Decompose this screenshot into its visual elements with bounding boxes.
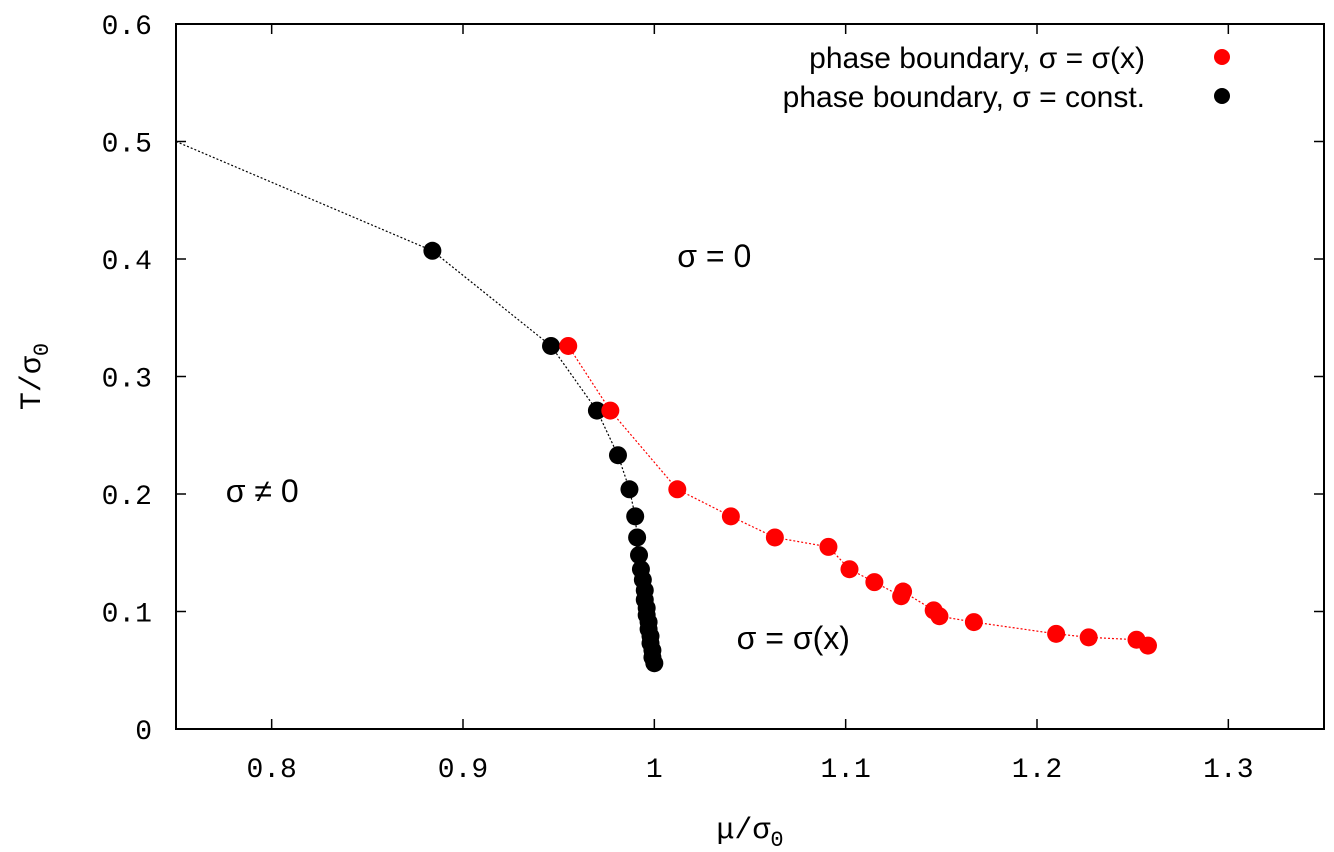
- legend-marker-red: [1214, 49, 1230, 65]
- y-axis-label: T/σ0: [16, 343, 55, 410]
- y-tick-label: 0.1: [102, 600, 152, 631]
- data-point: [930, 607, 949, 626]
- y-tick-label: 0.4: [102, 247, 152, 278]
- data-point: [1138, 636, 1157, 655]
- x-tick-label: 1: [646, 755, 663, 786]
- annotation-sigma-zero: σ = 0: [677, 238, 751, 274]
- legend-marker-black: [1214, 88, 1230, 104]
- data-point: [865, 573, 884, 592]
- data-point: [601, 401, 620, 420]
- x-tick-label: 1.1: [820, 755, 870, 786]
- series-layer: [175, 140, 1157, 673]
- x-axis-label: μ/σ0: [716, 814, 783, 852]
- series-1: [175, 140, 664, 673]
- data-point: [1047, 624, 1066, 643]
- series-0: [559, 336, 1157, 655]
- legend-label-sigma-x: phase boundary, σ = σ(x): [809, 42, 1145, 75]
- data-point: [668, 480, 687, 499]
- data-point: [765, 528, 784, 547]
- data-point: [626, 507, 645, 526]
- data-point: [628, 528, 647, 547]
- legend-entry-black: phase boundary, σ = const.: [783, 81, 1230, 114]
- annotation-sigma-of-x: σ = σ(x): [737, 620, 850, 656]
- data-point: [559, 336, 578, 355]
- ticks-layer: 0.8 0.9 1 1.1 1.2 1.3 0 0.1 0.2 0.3 0.4 0.5 0.6: [102, 12, 1324, 786]
- annotation-sigma-nonzero: σ ≠ 0: [226, 473, 299, 509]
- x-tick-label: 0.8: [246, 755, 296, 786]
- x-tick-label: 1.3: [1203, 755, 1253, 786]
- data-point: [608, 446, 627, 465]
- legend-label-sigma-const: phase boundary, σ = const.: [783, 81, 1145, 114]
- data-point: [721, 507, 740, 526]
- y-tick-label: 0: [135, 717, 152, 748]
- data-point: [542, 336, 561, 355]
- series-line: [567, 345, 1149, 647]
- data-point: [819, 537, 838, 556]
- data-point: [964, 613, 983, 632]
- data-point: [645, 654, 664, 673]
- y-tick-label: 0.2: [102, 482, 152, 513]
- data-point: [894, 582, 913, 601]
- data-point: [587, 401, 606, 420]
- x-tick-label: 0.9: [438, 755, 488, 786]
- data-point: [630, 546, 649, 565]
- y-tick-label: 0.6: [102, 12, 152, 43]
- data-point: [620, 480, 639, 499]
- y-tick-label: 0.3: [102, 365, 152, 396]
- x-tick-label: 1.2: [1012, 755, 1062, 786]
- data-point: [423, 241, 442, 260]
- series-line: [175, 140, 655, 664]
- legend-entry-red: phase boundary, σ = σ(x): [809, 42, 1230, 75]
- y-tick-label: 0.5: [102, 130, 152, 161]
- data-point: [1079, 628, 1098, 647]
- legend: phase boundary, σ = σ(x) phase boundary,…: [783, 42, 1230, 114]
- data-point: [840, 560, 859, 579]
